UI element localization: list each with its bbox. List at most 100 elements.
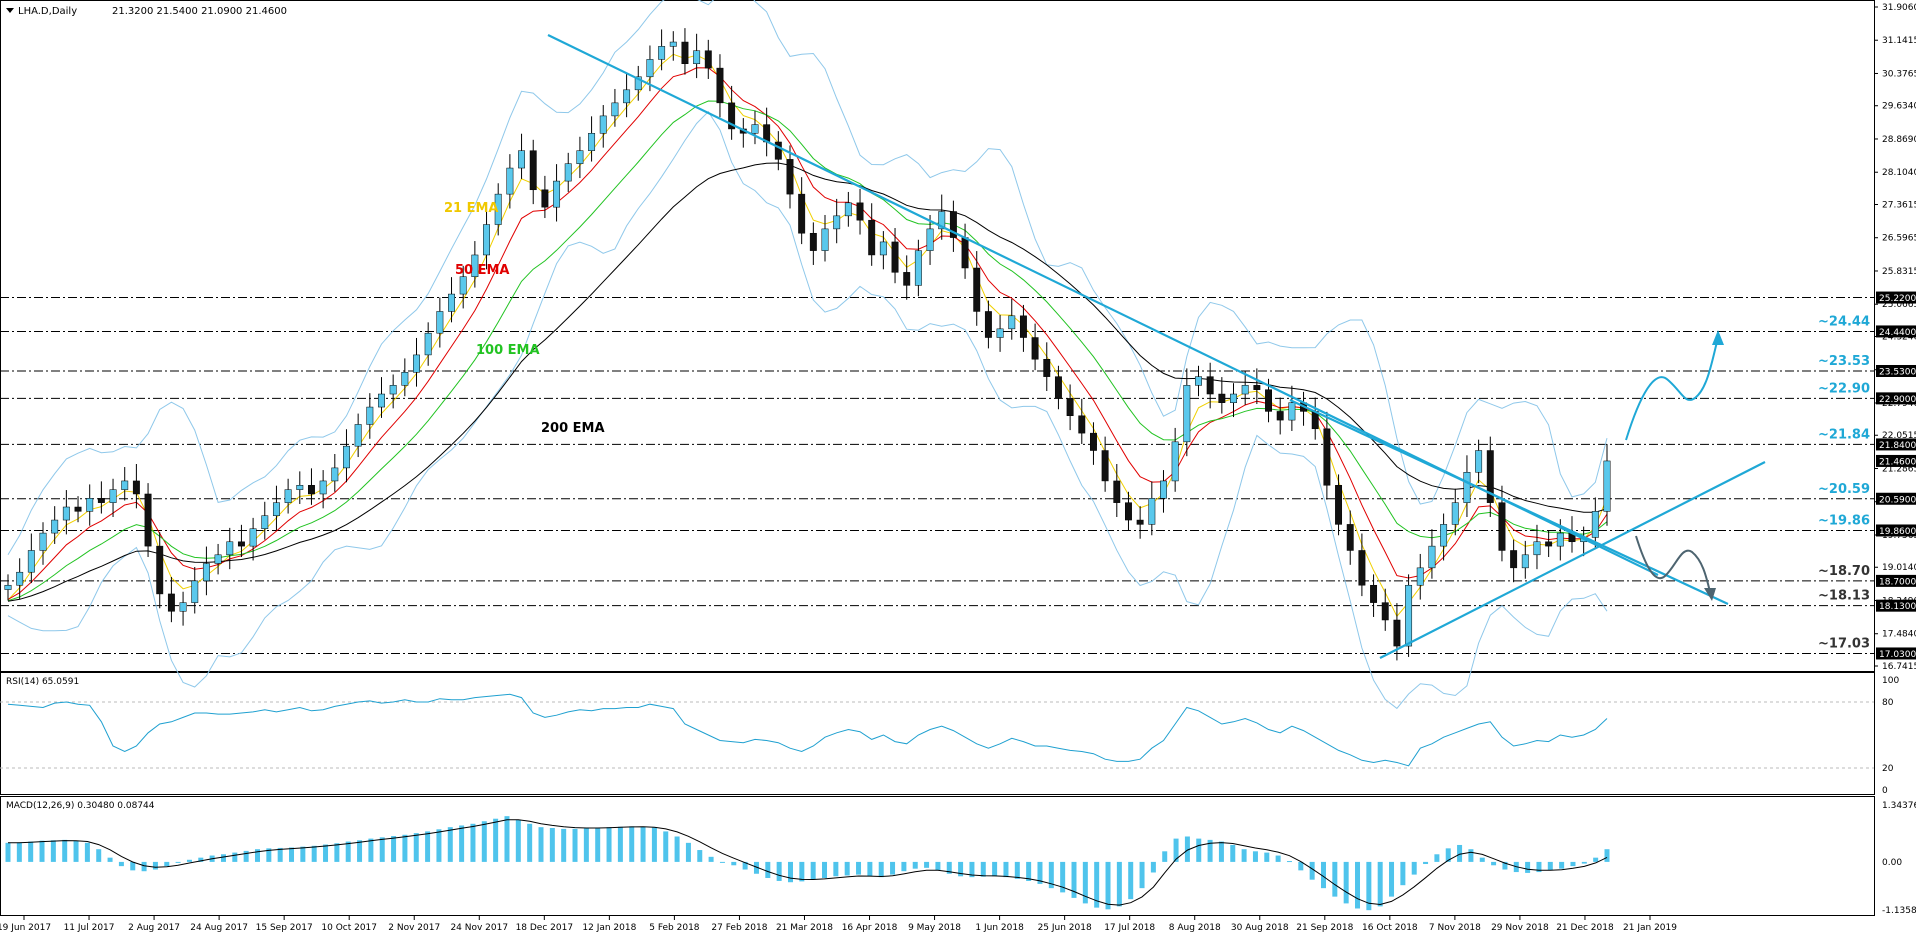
candle-body [413, 355, 419, 372]
macd-bar [1310, 862, 1315, 880]
candle-body [367, 407, 373, 424]
macd-bar [6, 843, 11, 862]
candle-body [437, 311, 443, 333]
macd-bar [62, 840, 67, 862]
candle-body [1090, 433, 1096, 450]
macd-bar [1389, 862, 1394, 897]
axis-tick-label: 19.0140 [1882, 563, 1916, 573]
candle-body [1499, 503, 1505, 551]
macd-bar [187, 860, 192, 862]
macd-tick-label: -1.13589 [1882, 906, 1916, 916]
level-label: ~18.70 [1818, 564, 1870, 579]
candle-body [1534, 542, 1540, 555]
time-tick-label: 9 May 2018 [908, 923, 961, 933]
candle-body [1417, 568, 1423, 585]
candle-body [1289, 403, 1295, 420]
candle-body [378, 394, 384, 407]
candle-body [192, 581, 198, 603]
macd-bar [130, 862, 135, 870]
candle-body [600, 116, 606, 133]
candle-body [168, 594, 174, 611]
time-tick-label: 16 Apr 2018 [842, 923, 898, 933]
macd-bar [561, 829, 566, 862]
candle-body [798, 194, 804, 233]
time-tick-label: 10 Oct 2017 [321, 923, 377, 933]
macd-bar [1400, 862, 1405, 885]
candle-body [845, 203, 851, 216]
macd-bar [1264, 853, 1269, 862]
macd-bar [539, 827, 544, 862]
candle-body [565, 164, 571, 181]
candle-body [273, 503, 279, 516]
rsi-tick-label: 80 [1882, 698, 1894, 708]
macd-bar [1525, 862, 1530, 873]
candle-body [1452, 503, 1458, 525]
candle-body [1067, 398, 1073, 415]
level-box-label: 21.8400 [1879, 441, 1916, 451]
macd-bar [28, 842, 33, 862]
level-box-label: 25.2200 [1879, 294, 1916, 304]
macd-bar [731, 862, 736, 865]
macd-bar [312, 846, 317, 862]
macd-bar [368, 839, 373, 862]
candle-body [75, 507, 81, 511]
macd-bar [550, 828, 555, 862]
macd-bar [1582, 862, 1587, 864]
macd-bar [935, 862, 940, 870]
macd-bar [1162, 851, 1167, 862]
macd-bar [913, 862, 918, 869]
macd-label: MACD(12,26,9) 0.30480 0.08744 [6, 801, 155, 811]
candle-body [1172, 442, 1178, 481]
macd-tick-label: 1.34376 [1882, 801, 1916, 811]
macd-bar [153, 862, 158, 870]
macd-bar [811, 862, 816, 880]
macd-bar [1593, 858, 1598, 862]
rsi-panel-frame [1, 673, 1875, 795]
macd-bar [232, 853, 237, 862]
candle-body [1522, 555, 1528, 568]
candle-body [1265, 390, 1271, 412]
time-tick-label: 18 Dec 2017 [516, 923, 574, 933]
candle-body [507, 168, 513, 194]
ema-label: 200 EMA [541, 421, 605, 436]
macd-bar [1128, 862, 1133, 899]
candle-body [623, 90, 629, 103]
macd-bar [244, 851, 249, 862]
macd-bar [663, 831, 668, 861]
candle-body [518, 151, 524, 168]
macd-bar [176, 862, 181, 863]
rsi-tick-label: 100 [1882, 676, 1899, 686]
candle-body [1102, 451, 1108, 481]
candle-body [553, 181, 559, 207]
candle-body [1009, 316, 1015, 329]
candle-body [250, 529, 256, 546]
candle-body [1370, 585, 1376, 602]
candle-body [460, 277, 466, 294]
time-tick-label: 11 Jul 2017 [64, 923, 115, 933]
level-label: ~23.53 [1818, 354, 1870, 369]
level-label: ~24.44 [1818, 314, 1870, 329]
macd-bar [1117, 862, 1122, 906]
macd-bar [788, 862, 793, 882]
candle-body [1219, 394, 1225, 403]
time-tick-label: 24 Nov 2017 [450, 923, 508, 933]
macd-bar [1242, 849, 1247, 862]
level-box-label: 19.8600 [1879, 527, 1916, 537]
time-tick-label: 21 Mar 2018 [776, 923, 833, 933]
candle-body [775, 142, 781, 159]
candle-body [822, 229, 828, 251]
candle-body [1055, 377, 1061, 399]
candle-body [1254, 385, 1260, 389]
level-label: ~20.59 [1818, 482, 1870, 497]
candle-body [215, 555, 221, 564]
candle-body [1195, 377, 1201, 386]
candle-body [927, 229, 933, 251]
time-tick-label: 24 Aug 2017 [190, 923, 248, 933]
time-tick-label: 21 Dec 2018 [1556, 923, 1614, 933]
macd-bar [924, 862, 929, 868]
candle-body [1044, 359, 1050, 376]
macd-bar [40, 841, 45, 862]
